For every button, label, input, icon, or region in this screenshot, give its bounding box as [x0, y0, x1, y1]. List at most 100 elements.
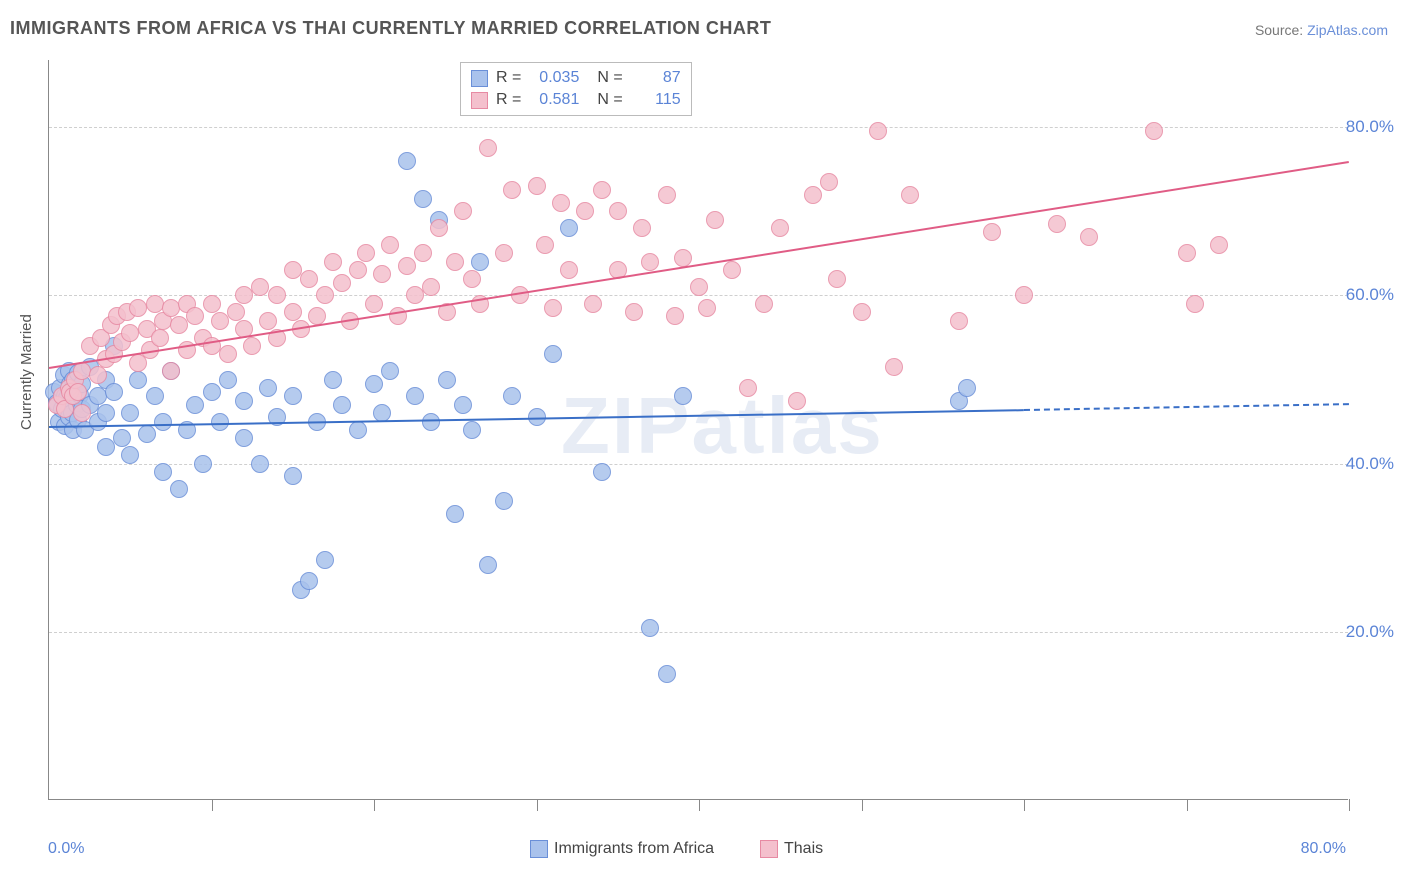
data-point-africa	[219, 371, 237, 389]
data-point-africa	[89, 387, 107, 405]
data-point-africa	[503, 387, 521, 405]
data-point-thai	[300, 270, 318, 288]
data-point-africa	[365, 375, 383, 393]
data-point-africa	[674, 387, 692, 405]
x-tick	[537, 799, 538, 811]
data-point-thai	[446, 253, 464, 271]
data-point-africa	[284, 467, 302, 485]
data-point-thai	[536, 236, 554, 254]
data-point-africa	[324, 371, 342, 389]
data-point-thai	[203, 295, 221, 313]
source-link[interactable]: ZipAtlas.com	[1307, 22, 1388, 38]
plot-area: ZIPatlas	[48, 60, 1348, 800]
legend-r-label: R =	[496, 89, 521, 111]
data-point-thai	[503, 181, 521, 199]
data-point-africa	[170, 480, 188, 498]
data-point-africa	[593, 463, 611, 481]
data-point-thai	[186, 307, 204, 325]
data-point-thai	[528, 177, 546, 195]
x-axis-max-label: 80.0%	[1301, 840, 1346, 858]
legend-swatch-africa	[471, 70, 488, 87]
watermark: ZIPatlas	[561, 380, 884, 472]
data-point-africa	[186, 396, 204, 414]
data-point-africa	[138, 425, 156, 443]
data-point-thai	[357, 244, 375, 262]
data-point-africa	[454, 396, 472, 414]
data-point-thai	[1015, 286, 1033, 304]
y-axis-label: Currently Married	[18, 314, 35, 430]
trend-line	[49, 161, 1349, 369]
data-point-thai	[609, 202, 627, 220]
data-point-thai	[422, 278, 440, 296]
data-point-africa	[154, 413, 172, 431]
x-tick	[699, 799, 700, 811]
legend-n-value: 87	[631, 67, 681, 89]
data-point-thai	[430, 219, 448, 237]
x-tick	[374, 799, 375, 811]
data-point-thai	[1080, 228, 1098, 246]
data-point-thai	[1186, 295, 1204, 313]
data-point-thai	[211, 312, 229, 330]
gridline	[49, 464, 1348, 465]
series-legend-africa: Immigrants from Africa	[530, 840, 714, 858]
data-point-thai	[251, 278, 269, 296]
legend-row-africa: R = 0.035 N = 87	[471, 67, 681, 89]
data-point-africa	[316, 551, 334, 569]
x-tick	[1349, 799, 1350, 811]
data-point-africa	[422, 413, 440, 431]
legend-n-value: 115	[631, 89, 681, 111]
data-point-thai	[788, 392, 806, 410]
data-point-thai	[151, 329, 169, 347]
data-point-africa	[560, 219, 578, 237]
chart-container: IMMIGRANTS FROM AFRICA VS THAI CURRENTLY…	[0, 0, 1406, 892]
legend-r-value: 0.035	[529, 67, 579, 89]
legend-r-label: R =	[496, 67, 521, 89]
data-point-africa	[203, 383, 221, 401]
legend-swatch-thai	[471, 92, 488, 109]
data-point-thai	[633, 219, 651, 237]
data-point-thai	[365, 295, 383, 313]
data-point-thai	[658, 186, 676, 204]
gridline	[49, 632, 1348, 633]
data-point-africa	[349, 421, 367, 439]
data-point-thai	[706, 211, 724, 229]
data-point-thai	[479, 139, 497, 157]
data-point-africa	[251, 455, 269, 473]
data-point-africa	[300, 572, 318, 590]
data-point-thai	[268, 286, 286, 304]
data-point-africa	[113, 429, 131, 447]
data-point-africa	[471, 253, 489, 271]
legend-n-label: N =	[597, 67, 622, 89]
data-point-thai	[129, 299, 147, 317]
data-point-thai	[950, 312, 968, 330]
series-label: Thais	[784, 840, 823, 858]
data-point-thai	[1210, 236, 1228, 254]
data-point-thai	[235, 286, 253, 304]
data-point-thai	[869, 122, 887, 140]
data-point-thai	[89, 366, 107, 384]
data-point-africa	[479, 556, 497, 574]
data-point-africa	[235, 429, 253, 447]
data-point-thai	[576, 202, 594, 220]
data-point-thai	[723, 261, 741, 279]
data-point-thai	[1145, 122, 1163, 140]
data-point-africa	[495, 492, 513, 510]
data-point-africa	[398, 152, 416, 170]
series-swatch-africa	[530, 840, 548, 858]
legend-n-label: N =	[597, 89, 622, 111]
data-point-thai	[398, 257, 416, 275]
data-point-thai	[69, 383, 87, 401]
data-point-thai	[1178, 244, 1196, 262]
trend-line	[1024, 403, 1349, 411]
data-point-thai	[885, 358, 903, 376]
data-point-thai	[170, 316, 188, 334]
data-point-thai	[625, 303, 643, 321]
data-point-thai	[771, 219, 789, 237]
data-point-africa	[446, 505, 464, 523]
data-point-thai	[739, 379, 757, 397]
data-point-thai	[406, 286, 424, 304]
data-point-africa	[129, 371, 147, 389]
data-point-thai	[414, 244, 432, 262]
data-point-thai	[259, 312, 277, 330]
series-swatch-thai	[760, 840, 778, 858]
